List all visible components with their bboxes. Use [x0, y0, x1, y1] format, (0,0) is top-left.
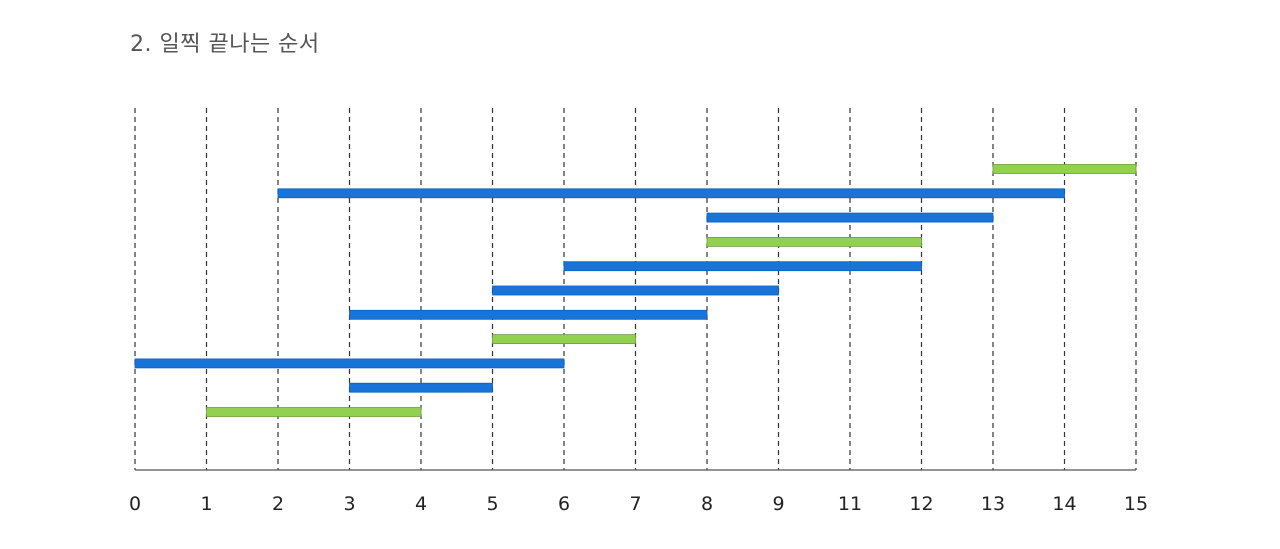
chart-title: 2. 일찍 끝나는 순서: [130, 32, 320, 57]
tick-label: 4: [415, 493, 427, 515]
tick-label: 15: [1124, 493, 1148, 515]
interval-bar-blue: [706, 212, 994, 223]
interval-bar-green: [492, 334, 636, 345]
tick-label: 8: [701, 493, 713, 515]
interval-bar-blue: [349, 382, 493, 393]
tick-label: 9: [772, 493, 784, 515]
interval-bar-blue: [349, 309, 708, 320]
tick-labels: 0 1 2 3 4 5 6 7 8 9 11 12 13 14 15: [129, 493, 1148, 515]
interval-bar-blue: [563, 261, 922, 272]
tick-label: 14: [1052, 493, 1076, 515]
tick-label: 1: [200, 493, 212, 515]
interval-bar-green: [706, 236, 922, 247]
tick-label: 2: [272, 493, 284, 515]
tick-label: 3: [343, 493, 355, 515]
interval-bar-blue: [277, 188, 1065, 199]
interval-bar-blue: [492, 285, 779, 296]
tick-label: 6: [558, 493, 570, 515]
interval-bar-green: [206, 407, 422, 417]
tick-label: 12: [909, 493, 933, 515]
tick-label: 7: [629, 493, 641, 515]
interval-bars: [134, 164, 1137, 417]
tick-label: 0: [129, 493, 141, 515]
tick-label: 13: [981, 493, 1005, 515]
tick-label: 5: [486, 493, 498, 515]
interval-bar-green: [992, 164, 1137, 174]
interval-bar-blue: [134, 358, 565, 369]
tick-label: 11: [838, 493, 862, 515]
